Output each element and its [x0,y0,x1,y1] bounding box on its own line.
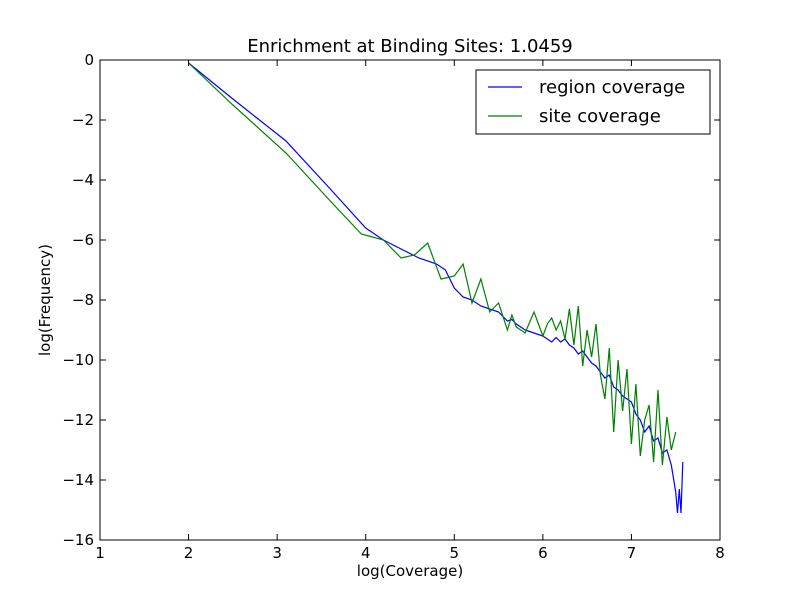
x-tick-label: 2 [184,544,194,562]
x-tick-label: 4 [361,544,371,562]
legend-label-site-coverage: site coverage [539,106,661,127]
plot-frame [99,59,721,541]
y-tick-label: −4 [72,171,94,189]
y-tick-label: −10 [62,351,94,369]
x-tick-label: 6 [538,544,548,562]
x-axis-label: log(Coverage) [357,562,463,580]
y-tick-label: −8 [72,291,94,309]
chart-title: Enrichment at Binding Sites: 1.0459 [247,36,573,57]
x-tick-label: 5 [450,544,460,562]
ticks-layer: 1 2 3 4 5 6 7 8 0 −2 −4 −6 −8 −10 −12 −14 −16 [62,51,724,562]
series-line-site-coverage [188,62,677,466]
x-tick-label: 7 [627,544,637,562]
legend-box [475,69,711,135]
legend: region coverage site coverage [475,69,711,135]
y-tick-label: −14 [62,471,94,489]
series-layer [188,62,684,514]
y-tick-label: −12 [62,411,94,429]
x-tick-label: 3 [272,544,282,562]
y-tick-label: −16 [62,531,94,549]
y-tick-label: 0 [84,51,94,69]
legend-label-region-coverage: region coverage [539,77,685,98]
series-line-region-coverage [188,62,684,514]
y-tick-label: −6 [72,231,94,249]
y-tick-label: −2 [72,111,94,129]
x-tick-label: 8 [715,544,725,562]
y-axis-label: log(Frequency) [36,244,54,356]
x-tick-label: 1 [95,544,105,562]
